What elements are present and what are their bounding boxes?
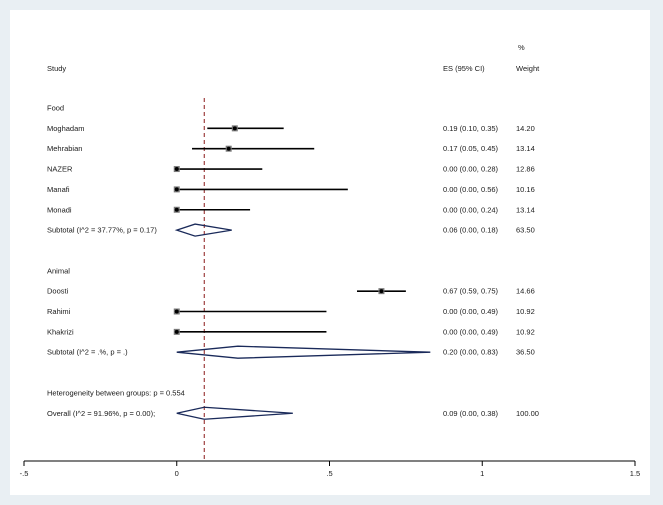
pooled-diamond-subtotal-i-2-p [176, 345, 431, 359]
point-estimate-monadi [174, 207, 179, 212]
es-ci-doosti: 0.67 (0.59, 0.75) [443, 287, 499, 296]
es-ci-nazer: 0.00 (0.00, 0.28) [443, 165, 499, 174]
weight-mehrabian: 13.14 [516, 144, 535, 153]
header-weight-percent: % [518, 43, 525, 52]
point-estimate-khakrizi [174, 329, 179, 334]
es-ci-mehrabian: 0.17 (0.05, 0.45) [443, 144, 499, 153]
x-tick-label-1: 1 [480, 469, 484, 478]
study-label-moghadam: Moghadam [47, 124, 85, 133]
study-label-khakrizi: Khakrizi [47, 327, 74, 336]
es-ci-khakrizi: 0.00 (0.00, 0.49) [443, 327, 499, 336]
weight-manafi: 10.16 [516, 185, 535, 194]
es-ci-subtotal-i-2-p: 0.20 (0.00, 0.83) [443, 348, 499, 357]
forest-plot-panel: Study ES (95% CI)% Weight Food Moghadam 0.19 … [10, 10, 650, 495]
es-ci-subtotal-i-2-37-77-p-0-17: 0.06 (0.00, 0.18) [443, 226, 499, 235]
group-label-food: Food [47, 104, 64, 113]
weight-doosti: 14.66 [516, 287, 535, 296]
weight-moghadam: 14.20 [516, 124, 535, 133]
es-ci-overall-i-2-91-96-p-0-00: 0.09 (0.00, 0.38) [443, 409, 499, 418]
es-ci-rahimi: 0.00 (0.00, 0.49) [443, 307, 499, 316]
study-label-monadi: Monadi [47, 205, 72, 214]
study-label-doosti: Doosti [47, 287, 69, 296]
point-estimate-doosti [379, 289, 384, 294]
study-label-rahimi: Rahimi [47, 307, 71, 316]
study-label-nazer: NAZER [47, 165, 73, 174]
group-label-animal: Animal [47, 266, 70, 275]
subtotal-label-subtotal-i-2-p: Subtotal (I^2 = .%, p = .) [47, 348, 128, 357]
x-tick-label-1.5: 1.5 [630, 469, 640, 478]
pooled-diamond-overall-i-2-91-96-p-0-00 [176, 406, 293, 420]
subtotal-label-overall-i-2-91-96-p-0-00: Overall (I^2 = 91.96%, p = 0.00); [47, 409, 155, 418]
weight-rahimi: 10.92 [516, 307, 535, 316]
point-estimate-nazer [174, 167, 179, 172]
point-estimate-mehrabian [226, 146, 231, 151]
x-tick-label-.5: .5 [326, 469, 332, 478]
point-estimate-manafi [174, 187, 179, 192]
weight-subtotal-i-2-37-77-p-0-17: 63.50 [516, 226, 535, 235]
header-study: Study [47, 64, 66, 73]
study-label-manafi: Manafi [47, 185, 70, 194]
header-es-ci: ES (95% CI) [443, 64, 485, 73]
pooled-diamond-subtotal-i-2-37-77-p-0-17 [174, 223, 232, 237]
x-tick-label--.5: -.5 [20, 469, 29, 478]
weight-overall-i-2-91-96-p-0-00: 100.00 [516, 409, 539, 418]
es-ci-monadi: 0.00 (0.00, 0.24) [443, 205, 499, 214]
weight-khakrizi: 10.92 [516, 327, 535, 336]
forest-plot: Study ES (95% CI)% Weight Food Moghadam 0.19 … [20, 43, 641, 478]
group-label-heterogeneity-between-groups-p-0-554: Heterogeneity between groups: p = 0.554 [47, 388, 185, 397]
weight-subtotal-i-2-p: 36.50 [516, 348, 535, 357]
es-ci-manafi: 0.00 (0.00, 0.56) [443, 185, 499, 194]
x-tick-label-0: 0 [175, 469, 179, 478]
point-estimate-moghadam [232, 126, 237, 131]
header-weight: Weight [516, 64, 540, 73]
point-estimate-rahimi [174, 309, 179, 314]
weight-monadi: 13.14 [516, 205, 535, 214]
study-label-mehrabian: Mehrabian [47, 144, 82, 153]
weight-nazer: 12.86 [516, 165, 535, 174]
subtotal-label-subtotal-i-2-37-77-p-0-17: Subtotal (I^2 = 37.77%, p = 0.17) [47, 226, 157, 235]
es-ci-moghadam: 0.19 (0.10, 0.35) [443, 124, 499, 133]
